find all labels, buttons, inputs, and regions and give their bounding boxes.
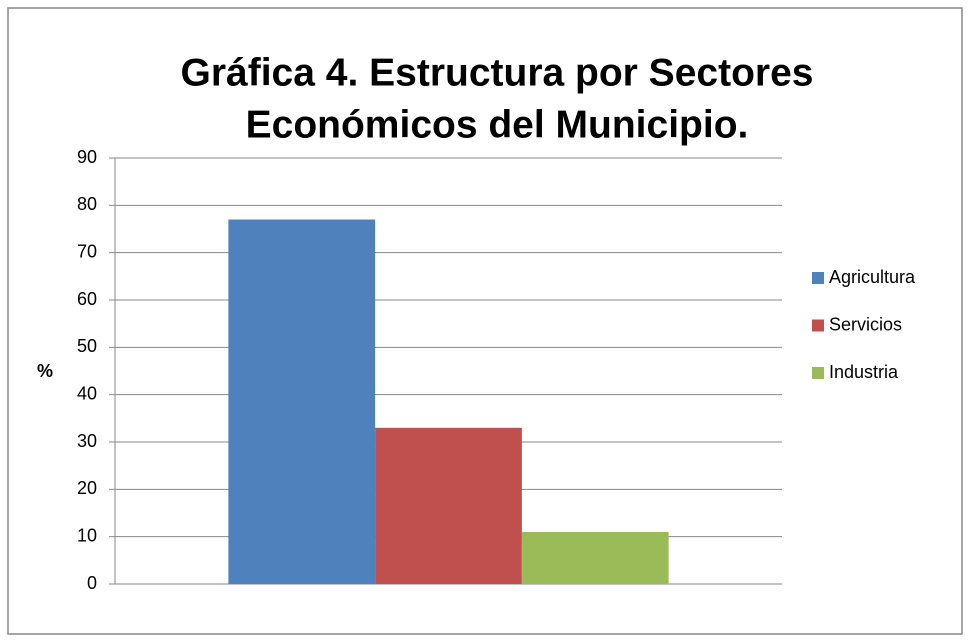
bar	[228, 219, 376, 585]
y-tick-label: 60	[77, 289, 97, 309]
chart-title: Económicos del Municipio.	[246, 103, 749, 146]
y-tick-label: 20	[77, 478, 97, 498]
y-tick-label: 80	[77, 194, 97, 214]
y-tick-label: 90	[77, 147, 97, 167]
y-tick-label: 0	[87, 573, 97, 593]
legend-swatch	[812, 367, 824, 379]
y-tick-label: 40	[77, 383, 97, 403]
legend-swatch	[812, 272, 824, 284]
y-tick-label: 70	[77, 241, 97, 261]
bar	[521, 531, 669, 584]
y-tick-label: 30	[77, 431, 97, 451]
bar	[375, 427, 522, 584]
y-tick-label: 50	[77, 336, 97, 356]
legend-swatch	[812, 319, 824, 332]
legend-label: Industria	[829, 362, 899, 382]
legend-label: Servicios	[829, 314, 902, 334]
chart-title: Gráfica 4. Estructura por Sectores	[181, 51, 814, 94]
y-tick-label: 10	[77, 525, 97, 545]
y-axis-label: %	[37, 361, 53, 381]
legend-label: Agricultura	[829, 267, 916, 287]
